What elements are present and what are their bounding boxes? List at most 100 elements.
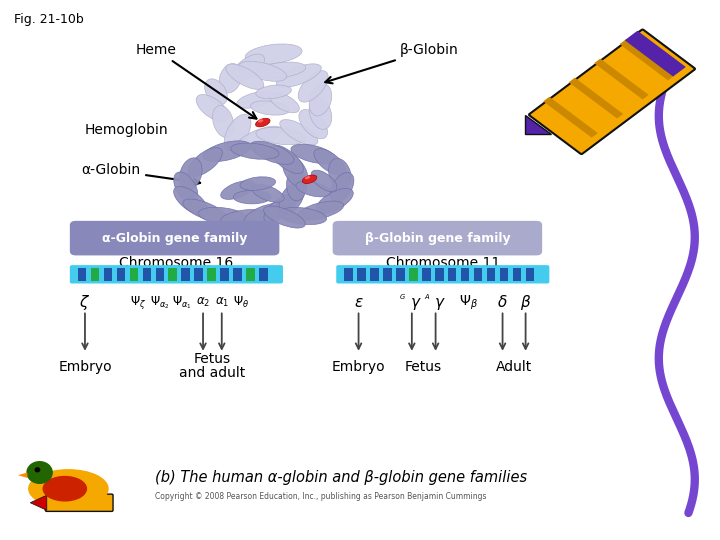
Bar — [207, 268, 216, 281]
Ellipse shape — [330, 172, 354, 202]
Ellipse shape — [29, 470, 108, 508]
Ellipse shape — [233, 54, 264, 81]
FancyBboxPatch shape — [333, 221, 542, 255]
Ellipse shape — [212, 105, 234, 138]
Ellipse shape — [226, 64, 264, 89]
Text: Adult: Adult — [496, 360, 532, 374]
Ellipse shape — [256, 62, 306, 78]
Bar — [544, 97, 598, 138]
Ellipse shape — [256, 127, 306, 145]
Ellipse shape — [282, 155, 308, 187]
Text: (b) The human α-globin and β-globin gene families: (b) The human α-globin and β-globin gene… — [155, 470, 527, 485]
Bar — [526, 268, 534, 281]
Bar — [409, 268, 418, 281]
Ellipse shape — [264, 194, 297, 222]
Bar — [569, 78, 624, 118]
Bar — [422, 268, 431, 281]
Text: $\Psi_{\theta}$: $\Psi_{\theta}$ — [233, 295, 249, 310]
Ellipse shape — [316, 188, 354, 213]
Ellipse shape — [203, 141, 251, 161]
Ellipse shape — [256, 85, 292, 99]
Ellipse shape — [245, 44, 302, 64]
Bar — [474, 268, 482, 281]
Text: $\Psi_{\zeta}$: $\Psi_{\zeta}$ — [130, 294, 146, 311]
Bar — [220, 268, 229, 281]
Ellipse shape — [239, 62, 287, 81]
FancyBboxPatch shape — [529, 30, 695, 154]
Bar — [625, 31, 686, 77]
Ellipse shape — [279, 183, 304, 214]
Ellipse shape — [233, 191, 271, 204]
Text: Embryo: Embryo — [332, 360, 385, 374]
Ellipse shape — [291, 144, 336, 164]
FancyBboxPatch shape — [70, 221, 279, 255]
Text: β-Globin: β-Globin — [325, 43, 459, 83]
Bar — [448, 268, 456, 281]
Text: $\Psi_{\beta}$: $\Psi_{\beta}$ — [459, 293, 477, 312]
Ellipse shape — [198, 207, 248, 225]
Ellipse shape — [264, 206, 305, 228]
Bar — [344, 268, 353, 281]
Text: α-Globin gene family: α-Globin gene family — [102, 232, 247, 245]
Ellipse shape — [258, 119, 264, 123]
Bar — [370, 268, 379, 281]
Ellipse shape — [256, 118, 270, 127]
Text: $\Psi_{\alpha_1}$: $\Psi_{\alpha_1}$ — [172, 294, 192, 310]
Bar — [461, 268, 469, 281]
Text: $\Psi_{\alpha_2}$: $\Psi_{\alpha_2}$ — [150, 294, 170, 310]
Ellipse shape — [219, 64, 242, 93]
Polygon shape — [18, 472, 27, 478]
Text: Chromosome 16: Chromosome 16 — [120, 256, 233, 270]
Text: $\zeta$: $\zeta$ — [79, 293, 91, 312]
Ellipse shape — [174, 172, 198, 203]
Bar — [143, 268, 151, 281]
Text: $\varepsilon$: $\varepsilon$ — [354, 295, 364, 310]
Bar — [357, 268, 366, 281]
Text: $\alpha_1$: $\alpha_1$ — [215, 296, 229, 309]
Ellipse shape — [251, 141, 294, 164]
Bar — [620, 39, 674, 80]
Ellipse shape — [278, 207, 327, 225]
Ellipse shape — [204, 79, 228, 105]
Ellipse shape — [309, 84, 332, 116]
Ellipse shape — [269, 92, 300, 113]
Polygon shape — [30, 495, 47, 510]
Bar — [396, 268, 405, 281]
Text: Heme: Heme — [135, 43, 256, 119]
Ellipse shape — [230, 143, 279, 159]
Text: Fig. 21-10b: Fig. 21-10b — [14, 14, 84, 26]
Bar — [181, 268, 190, 281]
Ellipse shape — [197, 94, 228, 122]
Bar — [500, 268, 508, 281]
Ellipse shape — [188, 147, 222, 177]
Text: Fetus: Fetus — [194, 352, 231, 366]
Ellipse shape — [280, 120, 318, 145]
Polygon shape — [526, 114, 551, 134]
Ellipse shape — [328, 158, 351, 190]
Text: α-Globin: α-Globin — [81, 163, 200, 185]
Ellipse shape — [309, 97, 332, 130]
FancyBboxPatch shape — [45, 494, 113, 511]
Ellipse shape — [183, 199, 228, 222]
Bar — [594, 58, 649, 99]
Ellipse shape — [27, 462, 53, 483]
Text: $\delta$: $\delta$ — [498, 294, 508, 310]
Bar — [104, 268, 112, 281]
Ellipse shape — [276, 64, 321, 87]
Ellipse shape — [220, 210, 269, 226]
Text: Embryo: Embryo — [58, 360, 112, 374]
Bar — [194, 268, 203, 281]
Ellipse shape — [299, 110, 328, 139]
Ellipse shape — [298, 71, 328, 102]
Bar — [513, 268, 521, 281]
FancyBboxPatch shape — [336, 265, 549, 284]
Text: Hemoglobin: Hemoglobin — [84, 123, 168, 137]
Ellipse shape — [287, 168, 307, 201]
Ellipse shape — [237, 126, 282, 149]
Bar — [246, 268, 255, 281]
Ellipse shape — [221, 181, 254, 199]
Ellipse shape — [302, 175, 317, 184]
Text: $^G$: $^G$ — [399, 295, 406, 305]
Ellipse shape — [179, 158, 202, 190]
Bar — [383, 268, 392, 281]
